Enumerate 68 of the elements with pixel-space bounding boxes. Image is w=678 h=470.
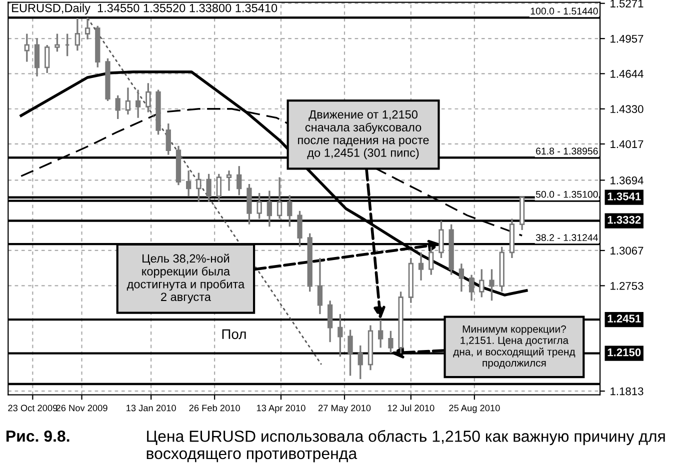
candlestick — [34, 37, 40, 78]
y-tick-label: 1.4330 — [610, 105, 644, 114]
candlestick — [54, 32, 60, 53]
candlestick — [125, 86, 131, 116]
candlestick — [297, 210, 302, 248]
candlestick — [74, 17, 80, 52]
candlestick — [327, 300, 333, 343]
candlestick — [348, 328, 353, 377]
y-tick-label: 1.4644 — [610, 70, 644, 78]
y-tick-label: 1.4017 — [610, 140, 644, 148]
x-tick-label: 27 May 2010 — [318, 404, 371, 414]
x-tick-label: 26 Nov 2009 — [56, 404, 108, 412]
candlestick — [468, 274, 474, 302]
y-tick-label: 1.4957 — [610, 34, 644, 43]
candlestick — [196, 172, 202, 203]
candlestick — [206, 173, 212, 203]
candlestick — [338, 313, 343, 358]
candlestick — [358, 344, 363, 380]
candlestick — [236, 165, 242, 196]
ref-line-label: 1.2451 — [608, 314, 641, 323]
candlestick — [489, 268, 494, 302]
x-tick-label: 12 Jul 2010 — [388, 404, 434, 412]
ref-line-label: 1.2150 — [608, 348, 641, 356]
candlestick — [115, 94, 120, 120]
ref-line-label: 1.3541 — [608, 192, 641, 200]
chart-title: EURUSD,Daily 1.34550 1.35520 1.33800 1.35410 — [12, 4, 278, 15]
x-tick-label: 13 Apr 2010 — [256, 404, 306, 414]
annotation: 38.2 - 1.31244 — [536, 234, 598, 242]
candlestick — [186, 170, 192, 198]
ref-line-label: 1.3332 — [608, 216, 641, 224]
annotation: 61.8 - 1.38956 — [536, 148, 598, 155]
annotation: Движение от 1,2150 сначала забуксовало после падения на росте до 1,2451 (301 пипс) — [298, 110, 429, 160]
annotation: 100.0 - 1.51440 — [530, 8, 598, 15]
candlestick — [438, 220, 444, 259]
y-tick-label: 1.1813 — [610, 387, 644, 396]
text: Цена EURUSD использовала область 1,2150 как важную причину для восходящего противотренда — [146, 430, 665, 462]
candlestick — [44, 44, 50, 74]
annotation: Пол — [222, 329, 246, 340]
candlestick — [84, 16, 90, 40]
x-tick-label: 23 Oct 2009 — [8, 404, 58, 412]
candlestick — [216, 173, 222, 203]
candlestick — [317, 257, 323, 315]
candlestick — [458, 262, 464, 292]
x-tick-label: 13 Jan 2010 — [126, 404, 176, 412]
text: Рис. 9.8. — [6, 430, 70, 442]
x-tick-label: 26 Feb 2010 — [189, 404, 240, 412]
candlestick — [418, 252, 424, 282]
candlestick — [24, 32, 30, 63]
annotation: 50.0 - 1.35100 — [536, 190, 598, 198]
annotation: Цель 38,2%-ной коррекции была достигнута и пробита 2 августа — [126, 254, 245, 304]
y-tick-label: 1.3694 — [610, 176, 644, 184]
candlestick — [428, 246, 434, 276]
candlestick — [226, 170, 232, 192]
candlestick — [276, 176, 282, 220]
x-tick-label: 25 Aug 2010 — [449, 404, 500, 414]
candlestick — [256, 192, 262, 220]
candlestick — [378, 318, 384, 349]
candlestick — [287, 194, 292, 228]
y-tick-label: 1.5271 — [610, 0, 644, 8]
candlestick — [166, 122, 171, 156]
candlestick — [479, 268, 484, 298]
y-tick-label: 1.2753 — [610, 282, 644, 290]
candlestick — [146, 82, 151, 114]
y-tick-label: 1.3067 — [610, 246, 644, 255]
candlestick — [135, 88, 141, 119]
annotation: Минимум коррекции? 1,2151. Цена достигла дна, и восходящий тренд продолжился — [453, 325, 576, 369]
candlestick — [388, 330, 394, 354]
candlestick — [266, 190, 272, 228]
